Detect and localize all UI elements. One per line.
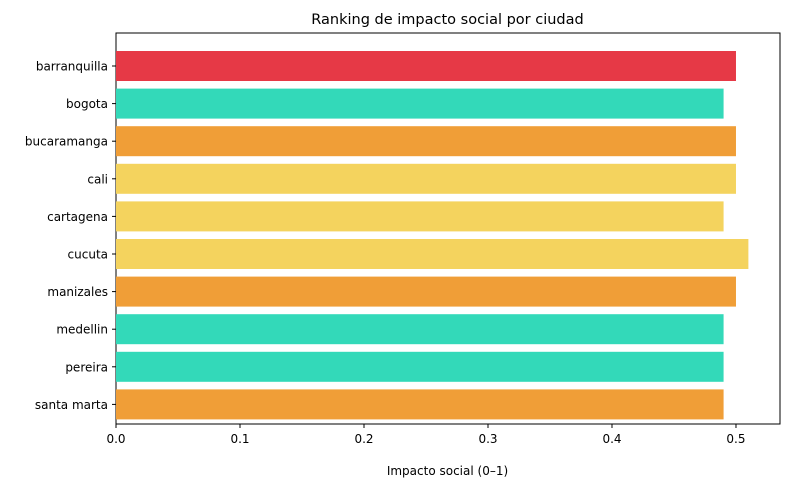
y-tick-label: cali [87,172,108,186]
y-tick-label: bucaramanga [25,135,108,149]
x-tick-label: 0.4 [602,432,621,446]
y-tick-label: medellin [56,323,108,337]
plot-area: barranquilla bogota bucaramanga cali cartage… [25,32,781,446]
bar-cucuta [116,239,749,269]
x-axis-label: Impacto social (0–1) [387,464,508,478]
y-tick-label: cucuta [68,248,108,262]
chart-title: Ranking de impacto social por ciudad [311,12,583,28]
y-tick-label: barranquilla [36,60,108,74]
bar-manizales [116,276,736,307]
x-tick-label: 0.5 [726,432,745,446]
bar-bogota [116,88,724,119]
bar-pereira [116,351,724,382]
y-tick-label: pereira [65,360,108,374]
y-axis-ticks: barranquilla bogota bucaramanga cali cartage… [25,60,116,412]
bar-santa-marta [116,389,724,420]
bars-group [116,51,749,420]
bar-cartagena [116,201,724,232]
x-tick-label: 0.1 [230,432,249,446]
y-tick-label: cartagena [47,210,108,224]
x-tick-label: 0.0 [106,432,125,446]
x-tick-label: 0.3 [478,432,497,446]
x-tick-label: 0.2 [354,432,373,446]
y-tick-label: santa marta [35,398,108,412]
bar-cali [116,163,736,194]
x-axis-ticks: 0.0 0.1 0.2 0.3 0.4 0.5 [106,424,746,446]
bar-barranquilla [116,51,736,81]
bar-bucaramanga [116,126,736,157]
bar-medellin [116,314,724,345]
y-tick-label: bogota [66,97,108,111]
y-tick-label: manizales [47,285,108,299]
